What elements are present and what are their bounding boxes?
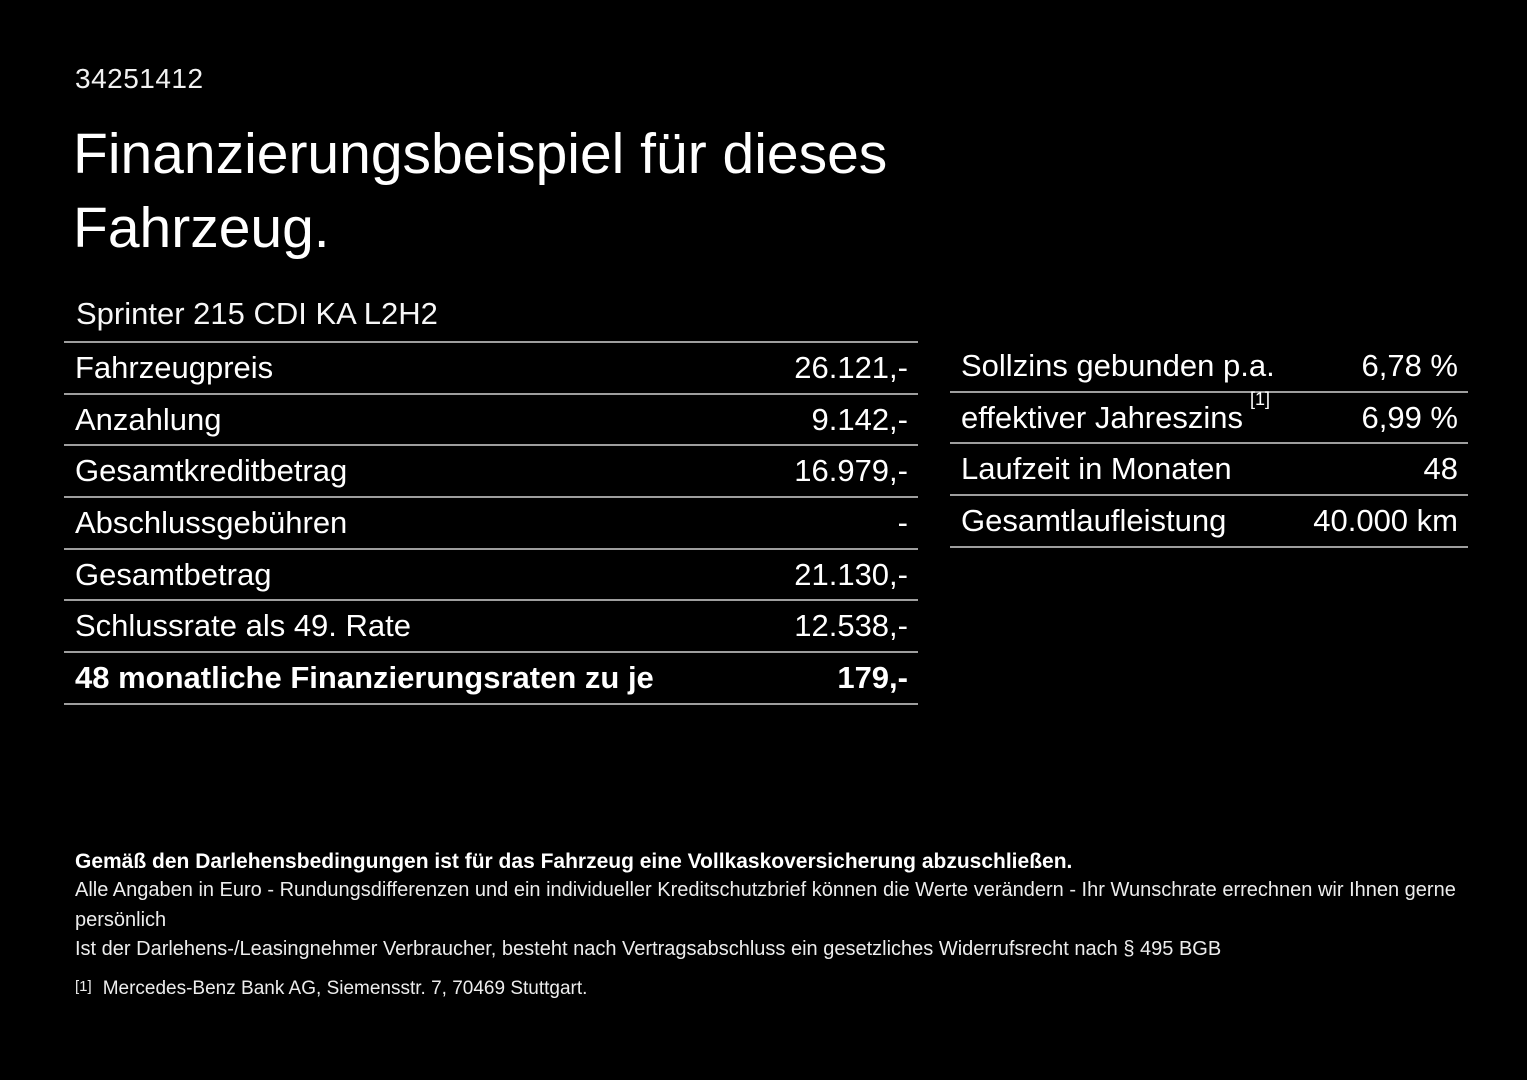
row-label: Laufzeit in Monaten	[961, 451, 1232, 487]
row-value: 48	[1423, 451, 1458, 487]
table-row-gesamtkreditbetrag: Gesamtkreditbetrag 16.979,-	[64, 446, 918, 499]
row-label: Schlussrate als 49. Rate	[75, 608, 412, 644]
disclaimer-line-1: Alle Angaben in Euro - Rundungsdifferenz…	[75, 879, 1456, 931]
disclaimer-line-2: Ist der Darlehens-/Leasingnehmer Verbrau…	[75, 938, 1222, 960]
table-row-gesamtlaufleistung: Gesamtlaufleistung 40.000 km	[950, 496, 1468, 548]
table-row-abschlussgebuehren: Abschlussgebühren -	[64, 498, 918, 550]
financing-table: Fahrzeugpreis 26.121,- Anzahlung 9.142,-…	[64, 341, 918, 705]
reference-number: 34251412	[75, 63, 204, 94]
row-value: 21.130,-	[794, 556, 908, 592]
row-label: Anzahlung	[75, 401, 222, 437]
footnote-text: Mercedes-Benz Bank AG, Siemensstr. 7, 70…	[102, 977, 588, 999]
table-row-fahrzeugpreis: Fahrzeugpreis 26.121,-	[64, 343, 918, 395]
row-label: Gesamtkreditbetrag	[75, 453, 348, 489]
footnote-marker: [1]	[75, 977, 92, 995]
table-row-schlussrate: Schlussrate als 49. Rate 12.538,-	[64, 601, 918, 654]
footnote-reference: [1]	[1250, 389, 1271, 410]
insurance-note: Gemäß den Darlehensbedingungen ist für d…	[75, 850, 1073, 873]
row-label: Sollzins gebunden p.a.	[961, 347, 1275, 383]
row-label: Gesamtbetrag	[75, 556, 272, 592]
row-value: 9.142,-	[811, 401, 908, 437]
vehicle-model: Sprinter 215 CDI KA L2H2	[76, 296, 438, 331]
row-label: Gesamtlaufleistung	[961, 502, 1227, 538]
table-row-gesamtbetrag: Gesamtbetrag 21.130,-	[64, 550, 918, 602]
page-title: Finanzierungsbeispiel für dieses Fahrzeu…	[73, 122, 888, 260]
row-value: 26.121,-	[794, 349, 908, 385]
row-value: 16.979,-	[794, 453, 908, 489]
footnote: [1] Mercedes-Benz Bank AG, Siemensstr. 7,…	[75, 975, 1475, 1003]
row-label: Fahrzeugpreis	[75, 349, 274, 385]
table-row-monatsrate: 48 monatliche Finanzierungsraten zu je 1…	[64, 653, 918, 705]
row-value: 179,-	[837, 659, 908, 695]
row-value: 6,78 %	[1361, 347, 1458, 383]
footer: Gemäß den Darlehensbedingungen ist für d…	[75, 847, 1475, 1003]
row-value: 40.000 km	[1313, 502, 1458, 538]
row-label: Abschlussgebühren	[75, 504, 348, 540]
row-label: effektiver Jahreszins[1]	[961, 389, 1271, 435]
table-row-sollzins: Sollzins gebunden p.a. 6,78 %	[950, 341, 1468, 393]
table-row-effektiver-jahreszins: effektiver Jahreszins[1] 6,99 %	[950, 389, 1468, 445]
table-row-anzahlung: Anzahlung 9.142,-	[64, 395, 918, 447]
row-label: 48 monatliche Finanzierungsraten zu je	[75, 659, 654, 695]
table-row-laufzeit: Laufzeit in Monaten 48	[950, 444, 1468, 497]
conditions-table: Sollzins gebunden p.a. 6,78 % effektiver…	[950, 341, 1468, 548]
row-value: -	[897, 504, 908, 540]
row-value: 6,99 %	[1361, 399, 1458, 435]
row-value: 12.538,-	[794, 608, 908, 644]
